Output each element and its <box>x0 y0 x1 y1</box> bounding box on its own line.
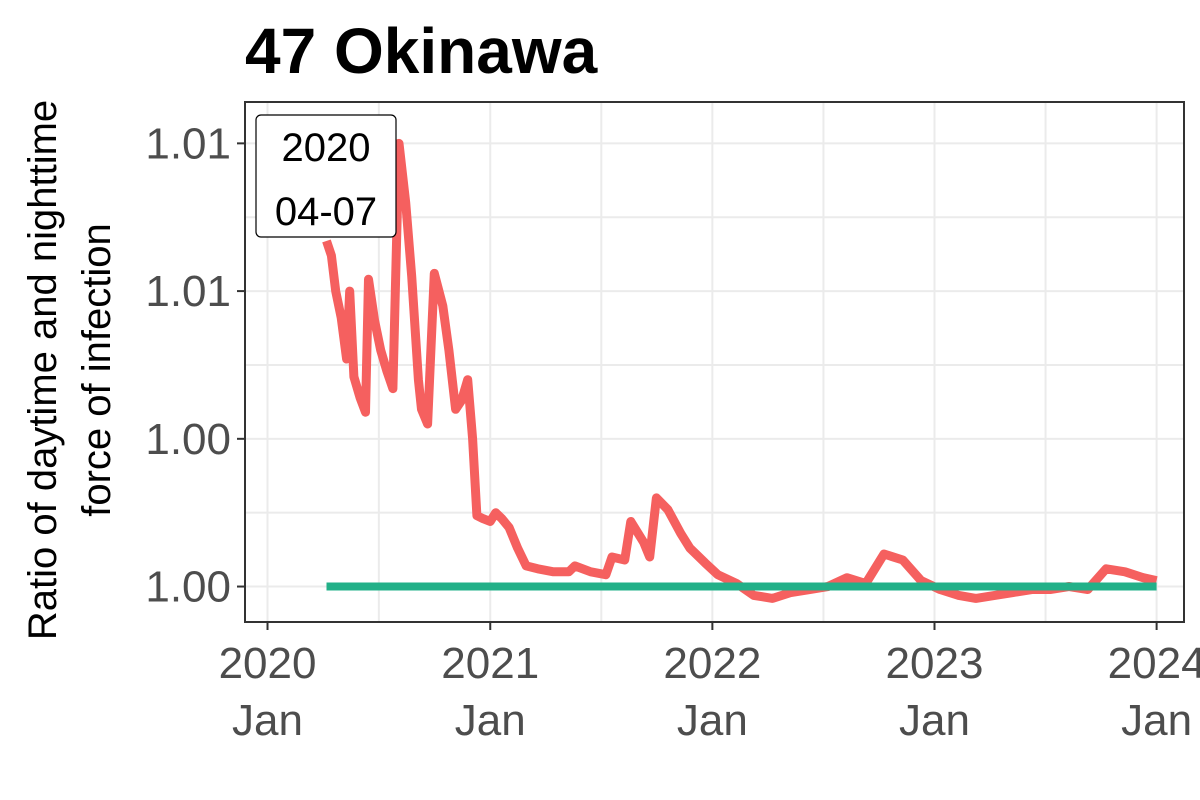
x-tick-label-month: Jan <box>455 696 526 745</box>
date-annotation: 2020 04-07 <box>255 114 397 238</box>
x-tick-label-month: Jan <box>899 696 970 745</box>
y-tick-label: 1.00 <box>145 415 231 464</box>
annotation-year: 2020 <box>282 126 371 170</box>
x-tick-label-year: 2022 <box>663 639 761 688</box>
annotation-date: 04-07 <box>275 190 377 234</box>
x-tick-label-year: 2020 <box>219 639 317 688</box>
x-axis: 2020 Jan 2021 Jan 2022 Jan 2023 Jan 2024 Jan <box>219 622 1200 745</box>
y-tick-label: 1.01 <box>145 267 231 316</box>
x-tick-label-month: Jan <box>232 696 303 745</box>
series-layer <box>322 138 1158 603</box>
x-tick-label-month: Jan <box>1121 696 1192 745</box>
x-tick-label-year: 2023 <box>886 639 984 688</box>
x-tick-label-month: Jan <box>677 696 748 745</box>
plot-panel-border <box>244 101 1185 623</box>
y-axis-label-line1: Ratio of daytime and nighttime <box>21 100 65 640</box>
x-tick-label-year: 2021 <box>441 639 539 688</box>
y-tick-label: 1.00 <box>145 563 231 612</box>
y-axis-label-line2: force of infection <box>75 223 119 517</box>
x-tick-label-year: 2024 <box>1108 639 1200 688</box>
y-tick-label: 1.01 <box>145 119 231 168</box>
chart-title: 47 Okinawa <box>245 15 598 87</box>
series-line-ratio <box>322 138 1158 603</box>
y-axis-label: Ratio of daytime and nighttime force of … <box>21 100 119 640</box>
date-annotation-box <box>255 114 397 238</box>
y-axis: 1.00 1.00 1.01 1.01 <box>145 119 245 612</box>
